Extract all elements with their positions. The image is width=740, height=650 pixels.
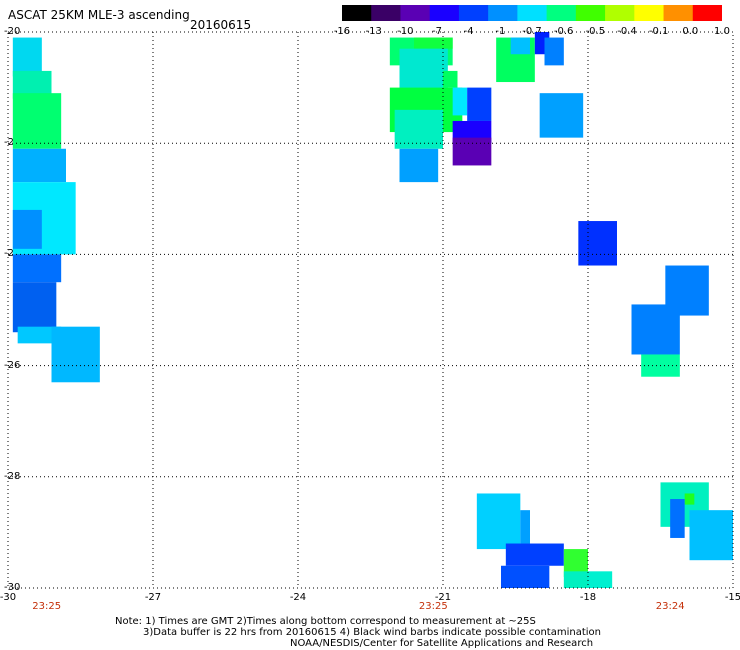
- data-cell: [399, 148, 439, 183]
- measurement-time-label: 23:25: [32, 601, 62, 612]
- data-cell: [12, 93, 62, 149]
- longitude-label: -15: [724, 592, 740, 603]
- longitude-label: -30: [0, 592, 17, 603]
- color-scale-swatch: [517, 5, 548, 21]
- data-cell: [501, 565, 550, 588]
- latitude-label: -30: [4, 582, 21, 593]
- color-scale-swatch: [488, 5, 518, 21]
- plot-frame: [7, 31, 734, 589]
- note-line-3: NOAA/NESDIS/Center for Satellite Applica…: [290, 638, 594, 649]
- data-cell: [670, 499, 685, 538]
- note-line-1: Note: 1) Times are GMT 2)Times along bot…: [115, 616, 536, 627]
- color-scale-swatch: [371, 5, 401, 21]
- data-cell: [684, 493, 695, 505]
- longitude-label: -24: [289, 592, 307, 603]
- data-cell: [563, 571, 588, 588]
- color-scale-gradient: [342, 5, 722, 21]
- longitude-label: -27: [144, 592, 162, 603]
- color-scale-swatch: [575, 5, 606, 21]
- color-scale-label: -16: [333, 26, 351, 37]
- color-scale-swatch: [400, 5, 431, 21]
- color-scale-bar: [342, 5, 722, 21]
- color-scale-label: -13: [365, 26, 382, 37]
- color-scale-label: 1.0: [714, 26, 730, 37]
- data-cell: [399, 48, 448, 94]
- color-scale-label: -0.6: [553, 26, 574, 37]
- data-cell: [12, 37, 42, 77]
- data-cell: [588, 571, 613, 588]
- product-date: 20160615: [190, 18, 252, 32]
- color-scale-swatch: [546, 5, 577, 21]
- data-cell: [17, 326, 62, 344]
- data-cell: [520, 510, 530, 544]
- color-scale-label: -10: [397, 26, 414, 37]
- data-cell: [578, 221, 617, 266]
- data-cell: [544, 37, 564, 66]
- data-cell: [12, 254, 62, 283]
- latitude-label: -26: [4, 359, 21, 371]
- data-cell: [51, 326, 100, 383]
- color-scale-label: 0.0: [682, 26, 699, 37]
- data-cell: [510, 37, 530, 55]
- color-scale-label: -0.4: [617, 26, 637, 37]
- data-cell: [394, 109, 443, 149]
- color-scale-swatch: [342, 5, 372, 21]
- longitude-label: -21: [434, 592, 452, 603]
- data-cell: [12, 282, 57, 333]
- product-title: ASCAT 25KM MLE-3 ascending: [8, 8, 190, 22]
- data-cell: [414, 37, 453, 49]
- data-cell: [689, 510, 733, 561]
- latitude-label: -28: [4, 470, 21, 482]
- data-cell: [505, 543, 564, 566]
- data-cell: [452, 87, 468, 116]
- latitude-label: -24: [4, 248, 21, 260]
- color-scale-swatch: [692, 5, 722, 21]
- color-scale-swatch: [605, 5, 635, 21]
- latitude-label: -22: [4, 137, 21, 149]
- color-scale-label: -0.1: [648, 26, 669, 37]
- data-cell: [452, 137, 492, 166]
- data-cell: [443, 70, 458, 88]
- data-cell: [631, 304, 680, 355]
- measurement-time-label: 23:24: [655, 601, 685, 612]
- color-scale-swatch: [458, 5, 489, 21]
- color-scale-swatch: [634, 5, 665, 21]
- longitude-label: -18: [579, 592, 597, 603]
- color-scale-label: -0.5: [585, 26, 606, 37]
- data-cell: [12, 148, 67, 183]
- measurement-time-label: 23:25: [418, 601, 448, 612]
- data-cell: [539, 93, 584, 138]
- data-cell: [467, 87, 492, 121]
- note-line-2: 3)Data buffer is 22 hrs from 20160615 4)…: [143, 627, 601, 638]
- color-scale-swatch: [429, 5, 460, 21]
- data-cell: [12, 209, 42, 249]
- data-cell: [476, 493, 521, 550]
- color-scale-swatch: [663, 5, 694, 21]
